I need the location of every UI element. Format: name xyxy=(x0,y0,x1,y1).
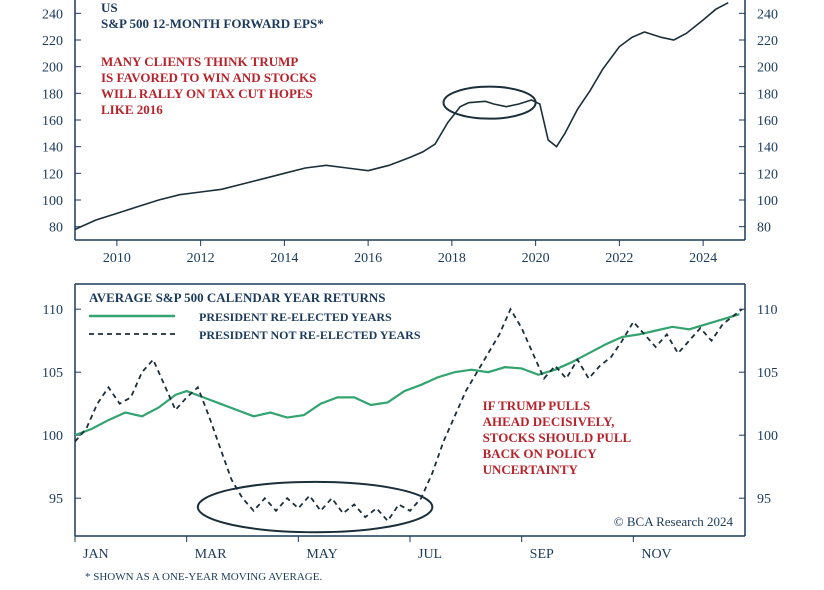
chart2-title: AVERAGE S&P 500 CALENDAR YEAR RETURNS xyxy=(89,290,386,305)
copyright-label: © BCA Research 2024 xyxy=(614,514,734,529)
y-tick-right: 105 xyxy=(757,366,778,381)
chart1-annotation-line: MANY CLIENTS THINK TRUMP xyxy=(101,54,298,69)
y-tick-left: 80 xyxy=(49,221,63,236)
y-tick-left: 100 xyxy=(42,194,63,209)
charts-svg: 80 80 100 100 120 120 140 140 160 160 180 180 200 200… xyxy=(0,0,824,590)
y-tick-right: 200 xyxy=(757,61,778,76)
y-tick-left: 105 xyxy=(42,366,63,381)
chart2-annotation-line: BACK ON POLICY xyxy=(483,446,598,461)
chart1-annotation-line: IS FAVORED TO WIN AND STOCKS xyxy=(101,70,316,85)
y-tick-left: 200 xyxy=(42,61,63,76)
x-tick: 2016 xyxy=(354,251,382,266)
x-tick: JAN xyxy=(83,547,109,562)
y-tick-left: 120 xyxy=(42,167,63,182)
y-tick-left: 220 xyxy=(42,34,63,49)
x-tick: 2014 xyxy=(270,251,298,266)
chart2-annotation-line: STOCKS SHOULD PULL xyxy=(483,430,632,445)
x-tick: 2020 xyxy=(522,251,550,266)
x-tick: 2010 xyxy=(103,251,131,266)
y-tick-left: 110 xyxy=(43,303,63,318)
x-tick: 2022 xyxy=(605,251,633,266)
y-tick-right: 100 xyxy=(757,194,778,209)
chart2-annotation-line: UNCERTAINTY xyxy=(483,462,579,477)
x-tick: 2024 xyxy=(689,251,717,266)
chart-page: 80 80 100 100 120 120 140 140 160 160 180 180 200 200… xyxy=(0,0,824,590)
x-tick: 2018 xyxy=(438,251,466,266)
x-tick: NOV xyxy=(641,547,671,562)
chart1-annotation-line: LIKE 2016 xyxy=(101,102,163,117)
y-tick-left: 100 xyxy=(42,429,63,444)
y-tick-left: 140 xyxy=(42,141,63,156)
chart1-annotation-line: WILL RALLY ON TAX CUT HOPES xyxy=(101,86,313,101)
y-tick-left: 180 xyxy=(42,87,63,102)
x-tick: 2012 xyxy=(187,251,215,266)
y-tick-left: 160 xyxy=(42,114,63,129)
x-tick: JUL xyxy=(418,547,442,562)
y-tick-right: 110 xyxy=(757,303,777,318)
y-tick-right: 100 xyxy=(757,429,778,444)
y-tick-right: 180 xyxy=(757,87,778,102)
y-tick-right: 80 xyxy=(757,221,771,236)
footnote-label: * SHOWN AS A ONE-YEAR MOVING AVERAGE. xyxy=(85,571,322,583)
chart1-title-line: S&P 500 12-MONTH FORWARD EPS* xyxy=(101,16,324,31)
y-tick-right: 220 xyxy=(757,34,778,49)
y-tick-right: 160 xyxy=(757,114,778,129)
y-tick-left: 95 xyxy=(49,492,63,507)
chart2-annotation-line: IF TRUMP PULLS xyxy=(483,398,591,413)
x-tick: MAY xyxy=(306,547,337,562)
legend-label-reelected: PRESIDENT RE-ELECTED YEARS xyxy=(199,310,392,324)
y-tick-right: 240 xyxy=(757,7,778,22)
legend-label-not-reelected: PRESIDENT NOT RE-ELECTED YEARS xyxy=(199,328,421,342)
chart1-title-line: US xyxy=(101,0,118,15)
x-tick: MAR xyxy=(195,547,228,562)
chart1-line-eps xyxy=(75,3,728,230)
y-tick-left: 240 xyxy=(42,7,63,22)
y-tick-right: 95 xyxy=(757,492,771,507)
y-tick-right: 120 xyxy=(757,167,778,182)
y-tick-right: 140 xyxy=(757,141,778,156)
chart2-annotation-line: AHEAD DECISIVELY, xyxy=(483,414,615,429)
x-tick: SEP xyxy=(530,547,554,562)
